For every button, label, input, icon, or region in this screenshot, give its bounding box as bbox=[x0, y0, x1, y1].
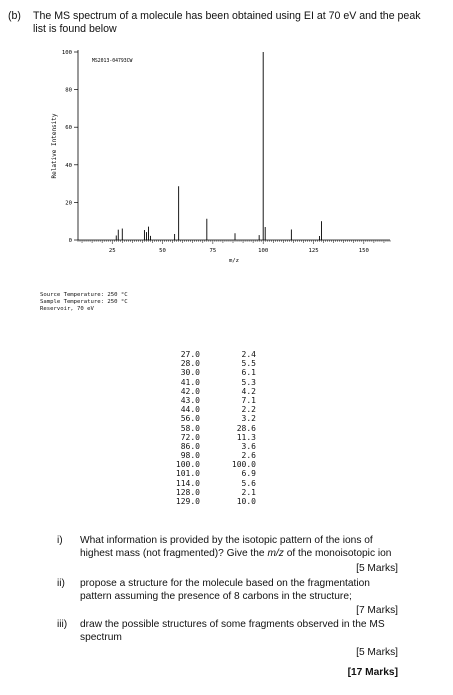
y-tick-label: 0 bbox=[69, 238, 72, 244]
peak-mz: 72.0 bbox=[180, 432, 200, 442]
peak-mz: 56.0 bbox=[180, 414, 200, 424]
y-axis-label: Relative Intensity bbox=[51, 113, 58, 178]
peak-intensity: 2.2 bbox=[241, 405, 256, 415]
y-tick-label: 100 bbox=[62, 50, 72, 56]
question-text: propose a structure for the molecule bas… bbox=[80, 578, 370, 602]
question-1: i) What information is provided by the i… bbox=[0, 534, 453, 574]
x-tick-label: 25 bbox=[109, 248, 116, 254]
intro-text: The MS spectrum of a molecule has been o… bbox=[33, 10, 421, 35]
peak-intensity: 5.3 bbox=[241, 377, 256, 387]
question-1-marks: [5 Marks] bbox=[356, 563, 398, 574]
peak-intensity: 28.6 bbox=[236, 423, 256, 433]
peak-list: 27.0 2.4 28.0 5.5 30.0 6.1 41.0 5.3 42.0 4.2 43.0 7… bbox=[176, 350, 266, 506]
peak-row: 86.0 3.6 bbox=[176, 442, 266, 451]
peak-row: 27.0 2.4 bbox=[176, 350, 266, 359]
question-number: i) bbox=[57, 535, 63, 546]
peak-intensity: 2.1 bbox=[241, 487, 256, 497]
peak-row: 28.0 5.5 bbox=[176, 359, 266, 368]
peak-row: 56.0 3.2 bbox=[176, 414, 266, 423]
peak-row: 128.0 2.1 bbox=[176, 488, 266, 497]
y-tick-label: 80 bbox=[65, 88, 72, 94]
peak-row: 129.0 10.0 bbox=[176, 497, 266, 506]
peak-intensity: 10.0 bbox=[236, 497, 256, 506]
y-tick-label: 20 bbox=[65, 200, 72, 206]
peak-row: 42.0 4.2 bbox=[176, 387, 266, 396]
peak-intensity: 5.5 bbox=[241, 359, 256, 369]
question-3-marks: [5 Marks] bbox=[356, 647, 398, 658]
peak-mz: 129.0 bbox=[175, 497, 200, 506]
peak-row: 100.0 100.0 bbox=[176, 460, 266, 469]
total-marks: [17 Marks] bbox=[347, 667, 398, 678]
peak-mz: 41.0 bbox=[180, 377, 200, 387]
x-axis-label: m/z bbox=[229, 258, 239, 264]
question-text: What information is provided by the isot… bbox=[80, 535, 392, 559]
source-temperature: Source Temperature: 250 °C bbox=[40, 292, 128, 298]
peak-intensity: 2.6 bbox=[241, 451, 256, 461]
peak-intensity: 5.6 bbox=[241, 478, 256, 488]
part-label: (b) bbox=[8, 10, 21, 22]
peak-row: 98.0 2.6 bbox=[176, 451, 266, 460]
peak-mz: 101.0 bbox=[175, 469, 200, 479]
peak-mz: 28.0 bbox=[180, 359, 200, 369]
chart-bars bbox=[115, 52, 323, 240]
peak-intensity: 3.6 bbox=[241, 441, 256, 451]
peak-mz: 128.0 bbox=[175, 487, 200, 497]
peak-row: 30.0 6.1 bbox=[176, 368, 266, 377]
peak-row: 101.0 6.9 bbox=[176, 469, 266, 478]
peak-row: 41.0 5.3 bbox=[176, 378, 266, 387]
peak-mz: 98.0 bbox=[180, 451, 200, 461]
chart-title: MS2013-04793CW bbox=[92, 58, 133, 64]
question-2-marks: [7 Marks] bbox=[356, 605, 398, 616]
sample-temperature: Sample Temperature: 250 °C bbox=[40, 299, 128, 305]
y-tick-label: 40 bbox=[65, 163, 72, 169]
reservoir-energy: Reservoir, 70 eV bbox=[40, 306, 94, 312]
peak-intensity: 6.9 bbox=[241, 469, 256, 479]
peak-intensity: 7.1 bbox=[241, 395, 256, 405]
peak-row: 114.0 5.6 bbox=[176, 479, 266, 488]
peak-mz: 100.0 bbox=[175, 460, 200, 470]
peak-row: 72.0 11.3 bbox=[176, 433, 266, 442]
peak-intensity: 2.4 bbox=[241, 350, 256, 359]
peak-mz: 43.0 bbox=[180, 395, 200, 405]
peak-intensity: 100.0 bbox=[231, 460, 256, 470]
y-tick-label: 60 bbox=[65, 125, 72, 131]
peak-mz: 27.0 bbox=[180, 350, 200, 359]
run-conditions: Source Temperature: 250 °C Sample Temper… bbox=[40, 292, 128, 313]
peak-mz: 30.0 bbox=[180, 368, 200, 378]
peak-mz: 42.0 bbox=[180, 386, 200, 396]
x-tick-label: 75 bbox=[209, 248, 216, 254]
question-number: ii) bbox=[57, 578, 65, 589]
peak-row: 43.0 7.1 bbox=[176, 396, 266, 405]
x-tick-label: 100 bbox=[258, 248, 268, 254]
x-tick-label: 150 bbox=[359, 248, 369, 254]
peak-intensity: 4.2 bbox=[241, 386, 256, 396]
peak-intensity: 3.2 bbox=[241, 414, 256, 424]
chart-axes bbox=[74, 50, 391, 244]
peak-mz: 114.0 bbox=[175, 478, 200, 488]
peak-mz: 86.0 bbox=[180, 441, 200, 451]
x-tick-label: 125 bbox=[308, 248, 318, 254]
question-3: iii) draw the possible structures of som… bbox=[0, 618, 453, 648]
peak-mz: 44.0 bbox=[180, 405, 200, 415]
question-2: ii) propose a structure for the molecule… bbox=[0, 577, 453, 607]
x-tick-label: 50 bbox=[159, 248, 166, 254]
peak-row: 58.0 28.6 bbox=[176, 424, 266, 433]
peak-intensity: 11.3 bbox=[236, 432, 256, 442]
peak-intensity: 6.1 bbox=[241, 368, 256, 378]
ms-spectrum-chart: 0 20 40 60 80 100 25 50 75 100 125 150 MS2013-04793C… bbox=[51, 50, 391, 264]
question-number: iii) bbox=[57, 619, 68, 630]
peak-mz: 58.0 bbox=[180, 423, 200, 433]
question-text: draw the possible structures of some fra… bbox=[80, 619, 385, 643]
peak-row: 44.0 2.2 bbox=[176, 405, 266, 414]
chart-labels: 0 20 40 60 80 100 25 50 75 100 125 150 MS2013-04793C… bbox=[51, 50, 369, 264]
